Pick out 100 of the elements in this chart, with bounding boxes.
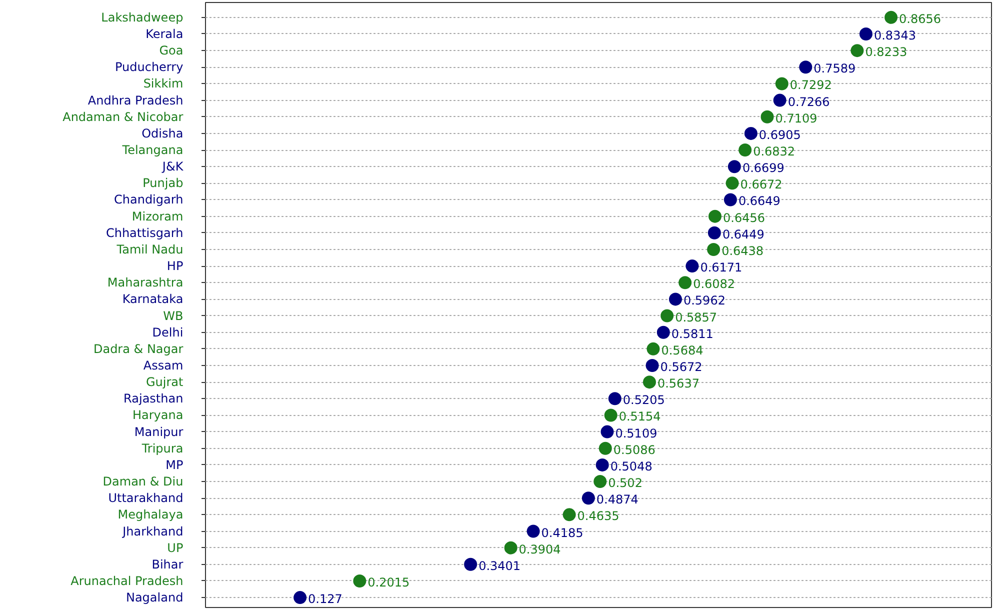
y-tick-label: Goa (159, 44, 184, 58)
data-label: 0.6699 (742, 161, 784, 176)
point (562, 508, 576, 522)
point (526, 524, 540, 538)
data-label: 0.7109 (775, 111, 818, 126)
y-tick-label: Rajasthan (124, 392, 184, 406)
data-label: 0.7292 (790, 78, 832, 92)
point (799, 60, 812, 74)
point (738, 144, 752, 157)
y-tick-label: Tamil Nadu (116, 242, 184, 256)
y-tick-label: Punjab (142, 176, 184, 190)
data-label: 0.6672 (740, 178, 782, 192)
y-tick-label: Assam (143, 358, 184, 372)
point (353, 574, 366, 588)
point (604, 408, 618, 422)
data-label: 0.3401 (478, 558, 521, 573)
y-tick-label: Gujrat (146, 375, 184, 390)
y-tick-label: Puducherry (114, 60, 184, 74)
data-label: 0.8343 (874, 28, 916, 42)
data-label: 0.7589 (814, 62, 856, 76)
data-label: 0.3904 (518, 542, 561, 556)
data-label: 0.5672 (660, 360, 702, 374)
y-tick-label: Maharashtra (107, 276, 184, 290)
data-label: 0.4635 (577, 509, 620, 524)
y-tick-label: Lakshadweep (101, 10, 184, 24)
point (775, 77, 788, 90)
y-tick-label: Bihar (152, 557, 184, 572)
point (678, 276, 692, 290)
point (504, 541, 518, 554)
point (646, 359, 659, 372)
point (608, 392, 622, 406)
y-tick-label: Chandigarh (114, 192, 184, 207)
point (598, 442, 612, 455)
data-label: 0.5962 (683, 294, 726, 308)
point (859, 28, 872, 40)
y-tick-label: Delhi (152, 325, 184, 340)
data-label: 0.6832 (753, 144, 796, 159)
data-label: 0.5637 (657, 376, 700, 391)
point (668, 292, 682, 306)
data-label: 0.8656 (899, 12, 942, 26)
point (724, 193, 737, 206)
point (596, 458, 609, 472)
y-tick-label: Arunachal Pradesh (70, 574, 184, 588)
y-tick-label: MP (166, 458, 184, 472)
y-tick-label: WB (163, 308, 184, 323)
point (773, 94, 786, 107)
data-label: 0.5086 (613, 442, 656, 457)
data-label: 0.5109 (615, 426, 658, 440)
point (884, 10, 898, 24)
y-tick-label: Andaman & Nicobar (62, 110, 184, 124)
data-label: 0.4874 (596, 492, 638, 507)
point (464, 558, 478, 571)
point (656, 326, 670, 339)
data-label: 0.127 (308, 592, 342, 606)
y-tick-label: Uttarakhand (108, 491, 184, 506)
point (744, 126, 758, 140)
data-label: 0.5205 (622, 393, 665, 408)
data-label: 0.6449 (722, 227, 764, 242)
point (728, 160, 741, 174)
y-tick-label: J&K (161, 160, 184, 174)
data-label: 0.8233 (865, 45, 908, 60)
data-label: 0.6438 (722, 244, 764, 258)
data-label: 0.5684 (661, 343, 704, 358)
data-label: 0.6082 (693, 277, 736, 292)
y-tick-label: Jharkhand (122, 524, 184, 538)
y-tick-label: Manipur (134, 424, 184, 439)
y-tick-label: Nagaland (126, 590, 184, 605)
y-tick-label: Odisha (142, 126, 184, 140)
y-tick-label: UP (167, 540, 184, 555)
data-label: 0.5811 (671, 326, 714, 341)
y-tick-label: Andhra Pradesh (88, 93, 184, 108)
data-label: 0.2015 (368, 575, 410, 590)
data-label: 0.6456 (723, 210, 766, 225)
point (646, 342, 660, 356)
data-label: 0.7266 (788, 94, 830, 109)
data-label: 0.502 (608, 476, 642, 490)
y-tick-label: HP (166, 259, 184, 274)
point (294, 591, 307, 604)
point (726, 176, 739, 190)
y-tick-label: Meghalaya (118, 508, 184, 522)
point (707, 242, 720, 256)
point (600, 425, 614, 438)
point (660, 309, 674, 322)
y-tick-label: Daman & Diu (102, 474, 184, 489)
y-tick-label: Karnataka (122, 292, 184, 306)
point (850, 44, 864, 58)
y-tick-label: Haryana (132, 408, 184, 422)
point (594, 475, 607, 488)
y-tick-label: Dadra & Nagar (93, 342, 184, 356)
y-tick-label: Kerala (146, 26, 184, 41)
data-label: 0.4185 (541, 526, 584, 540)
data-label: 0.6171 (700, 260, 742, 275)
point (686, 260, 699, 273)
data-label: 0.5048 (610, 459, 652, 474)
point (708, 210, 722, 223)
point (708, 226, 721, 240)
y-tick-label: Chhattisgarh (106, 226, 184, 240)
data-label: 0.6649 (738, 194, 780, 208)
point (760, 110, 774, 124)
y-tick-label: Sikkim (143, 76, 184, 91)
